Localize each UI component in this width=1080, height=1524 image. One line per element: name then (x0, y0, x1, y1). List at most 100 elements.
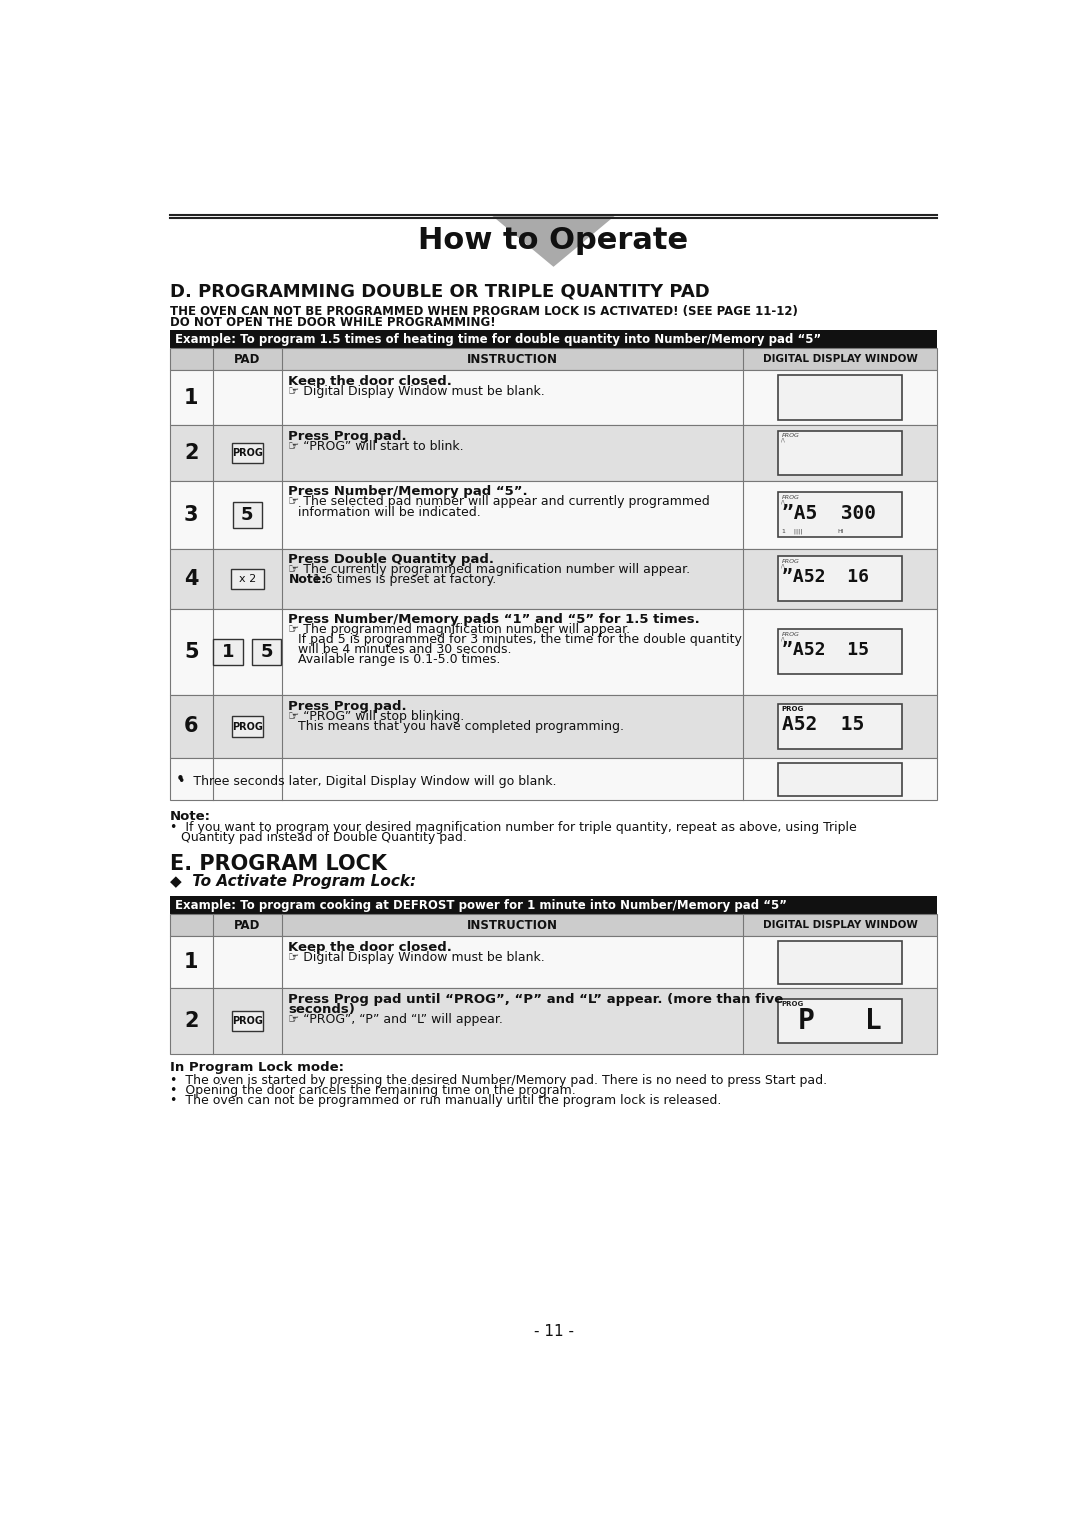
Text: x 2: x 2 (239, 573, 256, 584)
Text: PROG: PROG (781, 495, 799, 500)
Text: PROG: PROG (232, 1017, 262, 1026)
Text: PROG: PROG (232, 721, 262, 732)
Text: 6: 6 (184, 716, 199, 736)
Text: Quantity pad instead of Double Quantity pad.: Quantity pad instead of Double Quantity … (180, 831, 467, 844)
Bar (779, 431, 902, 475)
Text: ☞ “PROG” will stop blinking.: ☞ “PROG” will stop blinking. (288, 710, 464, 722)
Text: 4: 4 (184, 568, 199, 588)
Text: ☞ “PROG” will start to blink.: ☞ “PROG” will start to blink. (288, 440, 464, 453)
Text: •  Three seconds later, Digital Display Window will go blank.: • Three seconds later, Digital Display W… (177, 774, 556, 788)
Bar (170, 549, 937, 608)
Bar (779, 704, 902, 748)
Bar (779, 762, 902, 796)
Bar (170, 914, 937, 936)
Text: ”A52  16: ”A52 16 (782, 568, 869, 587)
Text: Press Prog pad until “PROG”, “P” and “L” appear. (more than five: Press Prog pad until “PROG”, “P” and “L”… (288, 994, 784, 1006)
Text: A52  15: A52 15 (782, 715, 864, 735)
Bar (779, 375, 902, 421)
Text: HI: HI (837, 529, 843, 533)
Text: •  The oven can not be programmed or run manually until the program lock is rele: • The oven can not be programmed or run … (170, 1094, 721, 1106)
Bar (170, 896, 937, 914)
Text: ☞ The selected pad number will appear and currently programmed: ☞ The selected pad number will appear an… (288, 495, 711, 509)
Text: ☞ Digital Display Window must be blank.: ☞ Digital Display Window must be blank. (288, 384, 545, 398)
Bar (170, 608, 937, 695)
Text: ☞ The currently programmed magnification number will appear.: ☞ The currently programmed magnification… (288, 564, 690, 576)
Bar (170, 331, 937, 349)
Text: DIGITAL DISPLAY WINDOW: DIGITAL DISPLAY WINDOW (762, 354, 918, 364)
Bar (170, 757, 937, 800)
Text: 5: 5 (260, 643, 273, 661)
Bar (232, 1010, 262, 1032)
Text: 5: 5 (184, 642, 199, 661)
Text: How to Operate: How to Operate (418, 226, 689, 255)
Text: •: • (176, 771, 185, 786)
Bar (232, 716, 262, 736)
Bar (170, 425, 937, 482)
Text: /\: /\ (781, 637, 784, 642)
Text: ☞ The programmed magnification number will appear.: ☞ The programmed magnification number wi… (288, 623, 631, 637)
Text: PROG: PROG (781, 707, 804, 713)
Text: Note:: Note: (170, 809, 211, 823)
Bar (213, 639, 243, 664)
Bar (779, 998, 902, 1044)
Text: 2: 2 (184, 443, 199, 463)
Text: •  The oven is started by pressing the desired Number/Memory pad. There is no ne: • The oven is started by pressing the de… (170, 1074, 827, 1087)
Text: Keep the door closed.: Keep the door closed. (288, 375, 453, 387)
Bar (779, 629, 902, 674)
Text: DO NOT OPEN THE DOOR WHILE PROGRAMMING!: DO NOT OPEN THE DOOR WHILE PROGRAMMING! (170, 315, 496, 329)
Text: 1: 1 (221, 643, 234, 661)
Text: P   L: P L (798, 1007, 882, 1035)
Bar (779, 940, 902, 983)
Text: •  If you want to program your desired magnification number for triple quantity,: • If you want to program your desired ma… (170, 821, 856, 834)
Bar (170, 370, 937, 425)
Text: - 11 -: - 11 - (534, 1324, 573, 1340)
Bar (170, 988, 937, 1053)
Text: /\: /\ (781, 437, 784, 443)
Text: /\: /\ (781, 564, 784, 568)
Text: ☞ Digital Display Window must be blank.: ☞ Digital Display Window must be blank. (288, 951, 545, 963)
Bar (232, 501, 262, 527)
Text: ”A52  15: ”A52 15 (782, 642, 869, 660)
Text: PAD: PAD (234, 352, 260, 366)
Text: In Program Lock mode:: In Program Lock mode: (170, 1061, 343, 1074)
Text: ◆  To Activate Program Lock:: ◆ To Activate Program Lock: (170, 875, 416, 890)
Text: PROG: PROG (781, 433, 799, 437)
Text: 3: 3 (184, 504, 199, 524)
Text: ”A5  300: ”A5 300 (782, 504, 876, 523)
Text: PROG: PROG (232, 448, 262, 459)
Bar (231, 568, 264, 588)
Text: 1: 1 (184, 952, 199, 972)
Text: Example: To program 1.5 times of heating time for double quantity into Number/Me: Example: To program 1.5 times of heating… (175, 332, 821, 346)
Bar (779, 556, 902, 600)
Bar (170, 695, 937, 757)
Text: DIGITAL DISPLAY WINDOW: DIGITAL DISPLAY WINDOW (762, 920, 918, 930)
Text: ☞ “PROG”, “P” and “L” will appear.: ☞ “PROG”, “P” and “L” will appear. (288, 1013, 503, 1026)
Bar (779, 492, 902, 536)
Text: information will be indicated.: information will be indicated. (298, 506, 481, 518)
Bar (252, 639, 282, 664)
Text: Press Prog pad.: Press Prog pad. (288, 700, 407, 713)
Bar (170, 482, 937, 549)
Text: Press Double Quantity pad.: Press Double Quantity pad. (288, 553, 495, 567)
Text: This means that you have completed programming.: This means that you have completed progr… (298, 719, 624, 733)
Text: PROG: PROG (781, 559, 799, 564)
Text: 1    ||||: 1 |||| (782, 529, 802, 533)
Text: Example: To program cooking at DEFROST power for 1 minute into Number/Memory pad: Example: To program cooking at DEFROST p… (175, 899, 786, 911)
Bar (170, 936, 937, 988)
Text: Press Number/Memory pads “1” and “5” for 1.5 times.: Press Number/Memory pads “1” and “5” for… (288, 613, 700, 626)
Text: PROG: PROG (781, 632, 799, 637)
Text: INSTRUCTION: INSTRUCTION (468, 352, 558, 366)
Text: Available range is 0.1-5.0 times.: Available range is 0.1-5.0 times. (298, 654, 500, 666)
Text: Keep the door closed.: Keep the door closed. (288, 940, 453, 954)
Bar (170, 349, 937, 370)
Text: 1: 1 (184, 387, 199, 408)
Text: 2: 2 (184, 1010, 199, 1032)
Text: •  Opening the door cancels the remaining time on the program.: • Opening the door cancels the remaining… (170, 1084, 576, 1097)
Text: If pad 5 is programmed for 3 minutes, the time for the double quantity: If pad 5 is programmed for 3 minutes, th… (298, 634, 742, 646)
Text: Note:: Note: (288, 573, 327, 587)
Text: THE OVEN CAN NOT BE PROGRAMMED WHEN PROGRAM LOCK IS ACTIVATED! (SEE PAGE 11-12): THE OVEN CAN NOT BE PROGRAMMED WHEN PROG… (170, 305, 798, 319)
Text: D. PROGRAMMING DOUBLE OR TRIPLE QUANTITY PAD: D. PROGRAMMING DOUBLE OR TRIPLE QUANTITY… (170, 282, 710, 300)
Text: will be 4 minutes and 30 seconds.: will be 4 minutes and 30 seconds. (298, 643, 511, 657)
Text: INSTRUCTION: INSTRUCTION (468, 919, 558, 931)
Text: E. PROGRAM LOCK: E. PROGRAM LOCK (170, 855, 387, 875)
